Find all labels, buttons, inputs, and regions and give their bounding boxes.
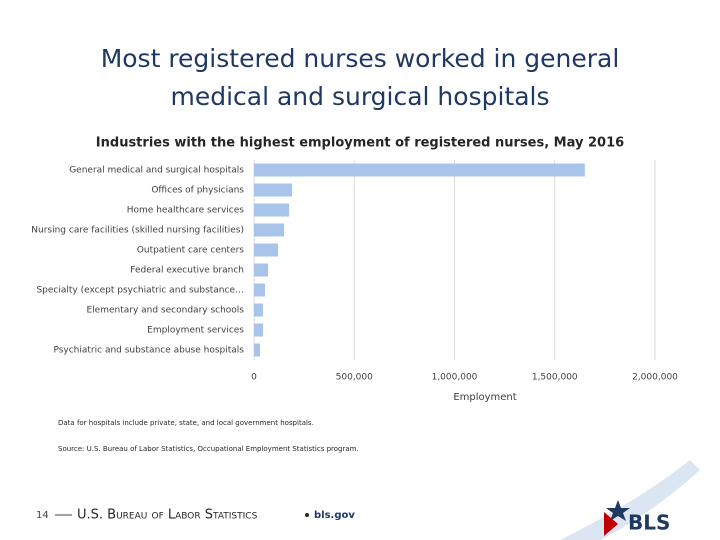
bar: [254, 203, 290, 217]
note: Data for hospitals include private, stat…: [58, 419, 314, 427]
y-tick-label: Nursing care facilities (skilled nursing…: [31, 226, 244, 236]
bar: [254, 343, 261, 357]
y-tick-label: General medical and surgical hospitals: [69, 166, 244, 176]
logo-mark: [604, 512, 618, 536]
bar: [254, 283, 266, 297]
logo-text: BLS: [628, 511, 670, 535]
y-tick-label: Specialty (except psychiatric and substa…: [36, 286, 244, 296]
logo-swoosh: [560, 460, 700, 540]
chart-title: Most registered nurses worked in general: [101, 44, 620, 73]
x-tick-label: 1,500,000: [532, 373, 578, 383]
chart-title: medical and surgical hospitals: [170, 82, 549, 111]
y-tick-label: Home healthcare services: [127, 206, 245, 216]
footer-org: U.S. Bureau of Labor Statistics: [77, 508, 258, 523]
x-axis-label: Employment: [453, 392, 516, 403]
footer-bullet: [305, 513, 309, 517]
bar: [254, 303, 264, 317]
bar: [254, 323, 264, 337]
x-tick-label: 2,000,000: [632, 373, 678, 383]
y-tick-label: Psychiatric and substance abuse hospital…: [53, 346, 244, 356]
logo-star: [606, 500, 630, 521]
x-tick-label: 1,000,000: [432, 373, 478, 383]
bar: [254, 223, 285, 237]
bar: [254, 183, 293, 197]
x-tick-label: 500,000: [336, 373, 373, 383]
y-tick-label: Outpatient care centers: [137, 246, 245, 256]
y-tick-label: Employment services: [147, 326, 244, 336]
y-tick-label: Elementary and secondary schools: [87, 306, 245, 316]
y-tick-label: Offices of physicians: [151, 186, 244, 196]
x-tick-label: 0: [251, 373, 257, 383]
footer-site: bls.gov: [314, 510, 355, 521]
chart-subtitle: Industries with the highest employment o…: [96, 136, 624, 151]
y-tick-label: Federal executive branch: [130, 266, 244, 276]
note: Source: U.S. Bureau of Labor Statistics,…: [58, 445, 359, 453]
bar: [254, 243, 279, 257]
bar: [254, 163, 585, 177]
bar: [254, 263, 269, 277]
page-number: 14: [36, 510, 49, 521]
